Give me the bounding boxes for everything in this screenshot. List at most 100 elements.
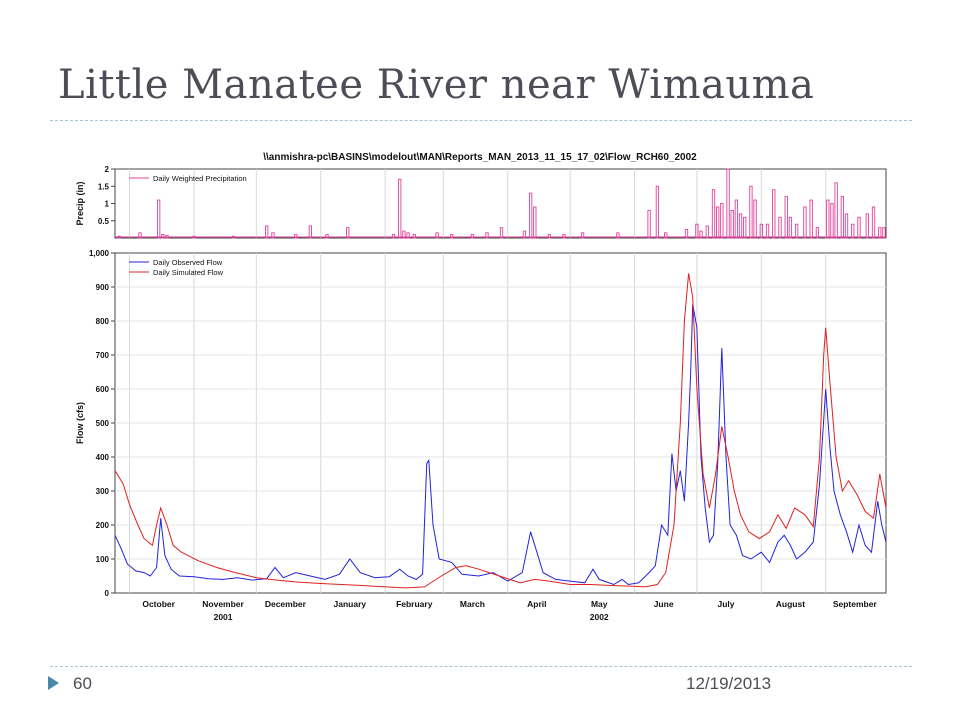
x-axis: October November December January February Ma… <box>142 599 877 622</box>
precip-bar <box>138 232 142 239</box>
x-year-label: 2001 <box>214 612 233 622</box>
precip-bar <box>882 227 886 239</box>
precip-bar <box>156 199 161 239</box>
x-month-label: March <box>460 599 485 609</box>
precip-bar <box>720 203 724 239</box>
precip-bar <box>711 189 716 239</box>
x-month-label: June <box>654 599 674 609</box>
precip-bar <box>406 232 410 239</box>
y-tick-label: 0.5 <box>98 217 110 226</box>
x-month-label: April <box>527 599 546 609</box>
x-month-label: November <box>202 599 244 609</box>
precip-bar <box>655 185 660 239</box>
precip-bar <box>294 234 298 239</box>
precip-bar <box>398 178 402 239</box>
precip-bar <box>865 213 869 239</box>
precip-bar <box>730 209 734 239</box>
precip-bar <box>499 227 504 239</box>
y-tick-label: 2 <box>105 165 110 174</box>
precip-bar <box>809 199 813 239</box>
footer-date: 12/19/2013 <box>686 674 772 693</box>
precip-bar <box>734 199 739 239</box>
precip-bar <box>830 203 834 239</box>
y-tick-label: 200 <box>96 521 110 530</box>
legend-label: Daily Observed Flow <box>153 258 223 267</box>
precip-bar <box>528 192 533 239</box>
precip-bar <box>815 227 820 239</box>
precip-bar <box>765 223 770 239</box>
precip-bar <box>647 209 651 239</box>
precip-bar <box>794 223 799 239</box>
precip-bar <box>616 232 620 239</box>
precip-bar <box>871 206 876 239</box>
x-month-label: July <box>717 599 734 609</box>
precip-bar <box>878 227 882 239</box>
y-tick-label: 600 <box>96 385 110 394</box>
precip-bar <box>851 223 855 239</box>
precip-bar <box>450 234 454 239</box>
x-month-label: May <box>591 599 608 609</box>
bullet-triangle-icon <box>48 676 59 690</box>
precip-bar <box>412 234 416 239</box>
precip-bar <box>840 196 845 239</box>
legend-label: Daily Weighted Precipitation <box>153 174 247 183</box>
slide-title: Little Manatee River near Wimauma <box>58 62 815 108</box>
precip-bar <box>522 230 527 239</box>
precip-bar <box>705 225 709 239</box>
footer-divider <box>50 666 912 667</box>
precip-bar <box>738 213 743 239</box>
precip-bar <box>533 206 537 239</box>
precip-bar <box>726 168 730 239</box>
flow-axis-label: Flow (cfs) <box>75 402 85 444</box>
precip-bar <box>743 216 747 239</box>
y-tick-label: 800 <box>96 317 110 326</box>
precip-bar <box>265 225 269 239</box>
precip-axis-label: Precip (in) <box>75 181 85 225</box>
precip-panel: 2 1.5 1 0.5 Precip (in) Daily Weighted Precip… <box>75 165 887 239</box>
precip-bar <box>749 185 753 239</box>
precip-bar <box>772 189 776 239</box>
y-tick-label: 400 <box>96 453 110 462</box>
precip-bar <box>346 227 350 239</box>
precip-bar <box>759 223 763 239</box>
chart-title: \\anmishra-pc\BASINS\modelout\MAN\Report… <box>263 152 697 163</box>
precip-bar <box>308 225 312 239</box>
precip-bar <box>580 232 585 239</box>
legend-label: Daily Simulated Flow <box>153 268 224 277</box>
precip-bar <box>325 234 329 239</box>
y-tick-label: 700 <box>96 351 110 360</box>
precip-bar <box>803 206 807 239</box>
precip-bar <box>844 213 849 239</box>
precip-bar <box>857 216 861 239</box>
page-number: 60 <box>73 674 92 693</box>
precip-bar <box>664 232 668 239</box>
title-divider <box>50 120 912 121</box>
y-tick-label: 500 <box>96 419 110 428</box>
precip-bar <box>784 196 788 239</box>
x-month-label: February <box>396 599 433 609</box>
y-tick-label: 900 <box>96 283 110 292</box>
precip-bar <box>684 228 689 239</box>
flow-chart: \\anmishra-pc\BASINS\modelout\MAN\Report… <box>75 152 887 622</box>
x-month-label: September <box>833 599 878 609</box>
precip-bar <box>695 223 699 239</box>
x-month-label: December <box>265 599 307 609</box>
precip-bar <box>391 234 396 239</box>
daily-simulated-flowline <box>114 273 887 589</box>
y-tick-label: 0 <box>105 589 110 598</box>
y-tick-label: 100 <box>96 555 110 564</box>
y-tick-label: 1,000 <box>89 249 110 258</box>
flow-panel: 0 100 200 300 400 500 600 700 800 900 1,000 Flow (c… <box>75 249 887 598</box>
x-year-label: 2002 <box>590 612 609 622</box>
precip-bar <box>826 199 830 239</box>
y-tick-label: 1 <box>105 200 110 209</box>
precip-bar <box>716 206 720 239</box>
x-month-label: October <box>142 599 175 609</box>
precip-bar <box>699 230 703 239</box>
precip-frame <box>114 168 887 239</box>
precip-bar <box>788 216 793 239</box>
precip-bar <box>485 232 489 239</box>
x-month-label: January <box>334 599 367 609</box>
y-tick-label: 300 <box>96 487 110 496</box>
x-month-label: August <box>776 599 805 609</box>
